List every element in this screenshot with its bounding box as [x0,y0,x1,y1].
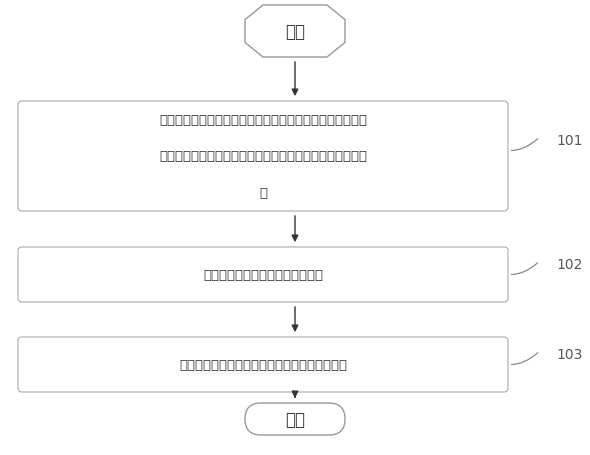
Text: 102: 102 [556,258,582,272]
Text: 辆: 辆 [259,187,267,200]
Text: 103: 103 [556,348,582,362]
Text: 确定所述目标车辆的历史合规指标: 确定所述目标车辆的历史合规指标 [203,268,323,281]
Text: 依据所述目标车辆的历史合规指标进行告警提示: 依据所述目标车辆的历史合规指标进行告警提示 [179,358,347,371]
Text: 接收目标车辆在第一采样时刻发送的第一驾驶行为数据，并: 接收目标车辆在第一采样时刻发送的第一驾驶行为数据，并 [159,114,367,126]
Text: 101: 101 [556,134,582,148]
FancyBboxPatch shape [18,102,508,212]
Text: 依据所述第一驾驶行为数据确定所述目标车辆为危险驾驶车: 依据所述第一驾驶行为数据确定所述目标车辆为危险驾驶车 [159,150,367,163]
Polygon shape [245,6,345,58]
FancyBboxPatch shape [245,403,345,435]
FancyBboxPatch shape [18,337,508,392]
Text: 结束: 结束 [285,410,305,428]
FancyBboxPatch shape [18,248,508,302]
Text: 开始: 开始 [285,23,305,41]
